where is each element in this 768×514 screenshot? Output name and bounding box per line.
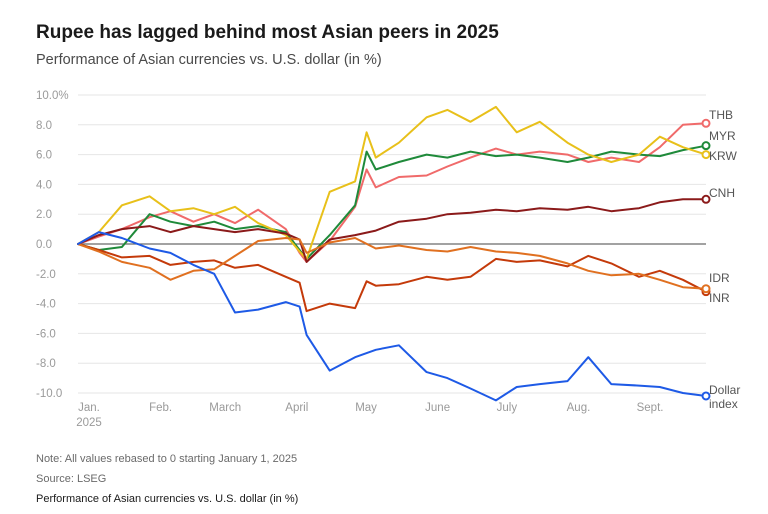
series-line-krw [77, 105, 707, 260]
x-tick-label: May [355, 402, 377, 414]
series-labels: THB MYR KRW CNH IDR INR Dollar index [709, 108, 740, 411]
series-label-myr: MYR [709, 129, 736, 143]
series-line-cnh [77, 198, 707, 263]
y-tick-label: 10.0% [36, 90, 69, 102]
x-tick-label: Jan. 2025 [76, 402, 102, 429]
y-tick-label: -2.0 [36, 269, 56, 281]
y-tick-label: 0.0 [36, 239, 52, 251]
series-end-marker-thb [701, 118, 711, 128]
series-end-marker-myr [701, 141, 711, 151]
series-end-marker-inr [701, 284, 711, 294]
x-tick-label: April [285, 402, 308, 414]
chart-title: Rupee has lagged behind most Asian peers… [36, 22, 499, 43]
y-tick-label: 2.0 [36, 209, 52, 221]
caption: Performance of Asian currencies vs. U.S.… [36, 493, 299, 505]
series-label-idr: IDR [709, 271, 730, 285]
series-label-inr: INR [709, 291, 730, 305]
gridlines [78, 94, 706, 394]
y-tick-label: -10.0 [36, 388, 62, 400]
y-tick-label: -6.0 [36, 328, 56, 340]
y-axis-ticks: 10.0% 8.0 6.0 4.0 2.0 0.0 -2.0 -4.0 -6.0 -8.0 -10.… [36, 90, 69, 400]
y-tick-label: 6.0 [36, 150, 52, 162]
series-lines [77, 105, 711, 402]
footnote: Note: All values rebased to 0 starting J… [36, 453, 298, 465]
y-tick-label: 8.0 [36, 120, 52, 132]
series-line-inr [77, 237, 707, 290]
source-note: Source: LSEG [36, 473, 107, 485]
x-tick-label: Aug. [567, 402, 591, 414]
series-label-dollar-index: Dollar index [709, 383, 740, 411]
x-tick-label: March [209, 402, 241, 414]
series-end-marker-krw [701, 150, 711, 160]
series-end-marker-dollar-index [701, 391, 711, 401]
x-tick-label: Feb. [149, 402, 172, 414]
x-tick-label: June [425, 402, 450, 414]
series-line-dollar-index [77, 231, 707, 402]
chart-subtitle: Performance of Asian currencies vs. U.S.… [36, 52, 382, 68]
y-tick-label: 4.0 [36, 179, 52, 191]
x-tick-label: Sept. [637, 402, 664, 414]
x-axis-ticks: Jan. 2025 Feb. March April May June July Aug. Sep… [76, 402, 663, 429]
y-tick-label: -4.0 [36, 299, 56, 311]
x-tick-label: July [497, 402, 518, 414]
series-label-cnh: CNH [709, 186, 735, 200]
series-label-thb: THB [709, 108, 733, 122]
series-end-marker-cnh [701, 194, 711, 204]
line-chart: 10.0% 8.0 6.0 4.0 2.0 0.0 -2.0 -4.0 -6.0 -8.0 -10.… [36, 90, 740, 429]
series-label-krw: KRW [709, 149, 737, 163]
y-tick-label: -8.0 [36, 358, 56, 370]
series-line-thb [77, 122, 707, 263]
